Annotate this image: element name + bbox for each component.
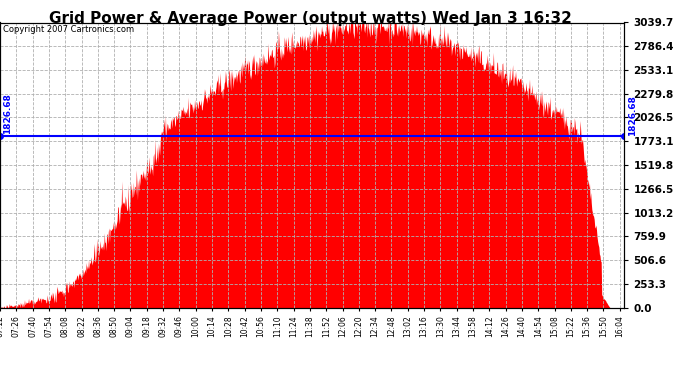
Text: 1826.68: 1826.68 <box>3 93 12 134</box>
Text: 1826.68: 1826.68 <box>628 95 637 136</box>
Text: Copyright 2007 Cartronics.com: Copyright 2007 Cartronics.com <box>3 26 135 34</box>
Text: Grid Power & Average Power (output watts) Wed Jan 3 16:32: Grid Power & Average Power (output watts… <box>49 11 572 26</box>
